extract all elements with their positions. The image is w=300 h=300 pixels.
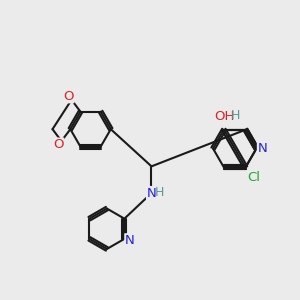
- Text: Cl: Cl: [247, 171, 260, 184]
- Text: H: H: [155, 186, 164, 199]
- Text: OH: OH: [214, 110, 235, 123]
- Text: N: N: [257, 142, 267, 155]
- Text: N: N: [125, 234, 135, 247]
- Text: O: O: [53, 138, 64, 151]
- Text: H: H: [231, 109, 240, 122]
- Text: O: O: [63, 90, 74, 103]
- Text: N: N: [147, 187, 156, 200]
